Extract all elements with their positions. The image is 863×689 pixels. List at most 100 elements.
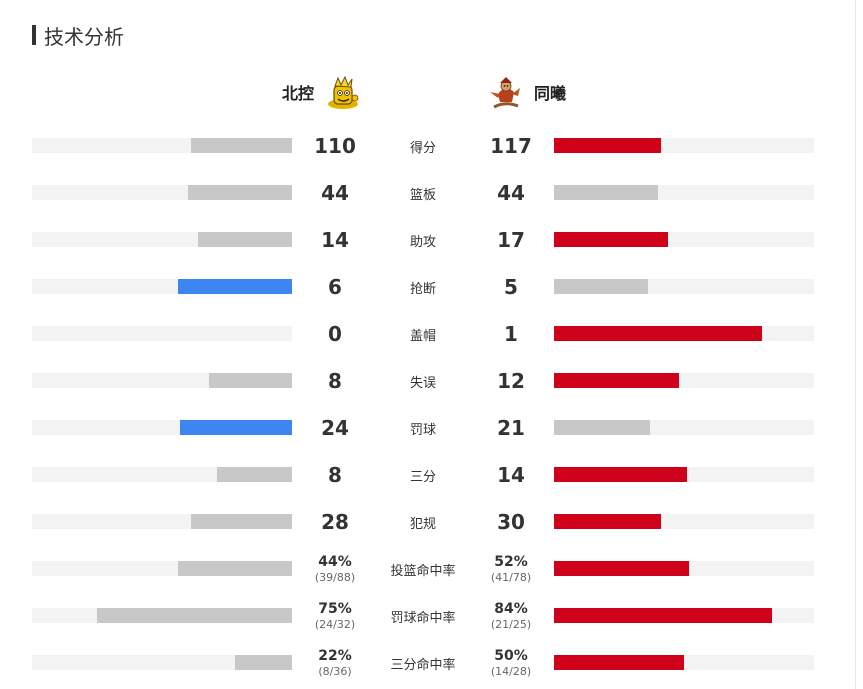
home-pct-box: 44% (39/88) [305, 549, 365, 589]
away-bar-fill [554, 279, 648, 294]
away-bar-fill [554, 608, 772, 623]
home-value: 44 [321, 181, 349, 205]
page-title: 技术分析 [44, 24, 124, 49]
home-bar-track [32, 279, 292, 294]
home-value: 14 [321, 228, 349, 252]
away-bar-fill [554, 326, 762, 341]
stat-row-fg-pct: 44% (39/88) 52% (41/78) 投篮命中率 [0, 549, 863, 589]
stat-label: 罚球命中率 [390, 610, 456, 626]
home-value: 110 [314, 134, 356, 158]
away-bar-track [554, 655, 814, 670]
away-value: 1 [504, 322, 518, 346]
away-value: 117 [490, 134, 532, 158]
away-bar-track [554, 514, 814, 529]
home-bar-fill [178, 279, 292, 294]
home-value: 0 [328, 322, 342, 346]
away-value: 14 [497, 463, 525, 487]
away-value: 44 [497, 181, 525, 205]
away-bar-fill [554, 138, 661, 153]
away-value: 30 [497, 510, 525, 534]
home-bar-track [32, 185, 292, 200]
away-bar-track [554, 561, 814, 576]
away-bar-fill [554, 467, 687, 482]
stat-label: 罚球 [409, 422, 436, 438]
away-bar-fill [554, 420, 650, 435]
away-value: 84% [494, 600, 528, 617]
away-bar-track [554, 420, 814, 435]
home-pct-box: 75% (24/32) [305, 596, 365, 636]
home-bar-track [32, 561, 292, 576]
stat-row-assists: 14 17 助攻 [0, 220, 863, 260]
section-header: 技术分析 [32, 22, 124, 49]
home-bar-track [32, 138, 292, 153]
stat-row-blocks: 0 1 盖帽 [0, 314, 863, 354]
stat-row-points: 110 117 得分 [0, 126, 863, 166]
home-bar-fill [188, 185, 292, 200]
home-bar-fill [235, 655, 292, 670]
page-divider [855, 0, 856, 689]
stat-row-rebounds: 44 44 篮板 [0, 173, 863, 213]
away-bar-fill [554, 655, 684, 670]
home-bar-fill [191, 514, 292, 529]
stat-label: 犯规 [409, 516, 436, 532]
stat-row-turnovers: 8 12 失误 [0, 361, 863, 401]
away-value: 50% [494, 647, 528, 664]
tongxi-team-logo-icon[interactable] [488, 74, 522, 110]
stat-label: 三分命中率 [390, 657, 456, 673]
home-value: 6 [328, 275, 342, 299]
home-bar-track [32, 420, 292, 435]
away-value: 5 [504, 275, 518, 299]
away-bar-track [554, 232, 814, 247]
home-made-attempted: (24/32) [314, 617, 356, 631]
stat-row-fouls: 28 30 犯规 [0, 502, 863, 542]
stat-row-free-throws: 24 21 罚球 [0, 408, 863, 448]
away-made-attempted: (14/28) [490, 664, 532, 678]
away-made-attempted: (41/78) [490, 570, 532, 584]
home-bar-track [32, 326, 292, 341]
stat-label: 盖帽 [409, 328, 436, 344]
home-bar-fill [198, 232, 292, 247]
away-bar-track [554, 138, 814, 153]
beikong-team-logo-icon[interactable] [326, 74, 360, 110]
stat-label: 失误 [409, 375, 436, 391]
home-made-attempted: (8/36) [318, 664, 352, 678]
away-bar-fill [554, 232, 668, 247]
home-value: 28 [321, 510, 349, 534]
home-value: 75% [318, 600, 352, 617]
away-pct-box: 52% (41/78) [481, 549, 541, 589]
stat-label: 抢断 [409, 281, 436, 297]
home-value: 8 [328, 369, 342, 393]
home-made-attempted: (39/88) [314, 570, 356, 584]
away-bar-fill [554, 185, 658, 200]
home-bar-fill [191, 138, 292, 153]
home-bar-track [32, 373, 292, 388]
stat-row-three-pointers: 8 14 三分 [0, 455, 863, 495]
home-team-name[interactable]: 北控 [281, 84, 314, 103]
away-team-name[interactable]: 同曦 [534, 84, 567, 103]
home-bar-track [32, 232, 292, 247]
home-bar-track [32, 467, 292, 482]
away-value: 21 [497, 416, 525, 440]
home-value: 24 [321, 416, 349, 440]
home-bar-fill [217, 467, 292, 482]
stat-row-ft-pct: 75% (24/32) 84% (21/25) 罚球命中率 [0, 596, 863, 636]
home-value: 8 [328, 463, 342, 487]
stat-row-three-pct: 22% (8/36) 50% (14/28) 三分命中率 [0, 643, 863, 683]
away-value: 12 [497, 369, 525, 393]
home-pct-box: 22% (8/36) [305, 643, 365, 683]
away-bar-track [554, 326, 814, 341]
home-team-header[interactable]: 北控 [200, 72, 360, 112]
away-team-header[interactable]: 同曦 [488, 72, 648, 112]
stat-label: 篮板 [409, 187, 436, 203]
home-value: 22% [318, 647, 352, 664]
away-bar-track [554, 467, 814, 482]
home-bar-fill [178, 561, 292, 576]
away-bar-track [554, 279, 814, 294]
away-bar-fill [554, 561, 689, 576]
home-bar-fill [180, 420, 292, 435]
stat-row-steals: 6 5 抢断 [0, 267, 863, 307]
stat-label: 助攻 [409, 234, 436, 250]
home-bar-track [32, 514, 292, 529]
away-bar-track [554, 373, 814, 388]
away-bar-fill [554, 514, 661, 529]
